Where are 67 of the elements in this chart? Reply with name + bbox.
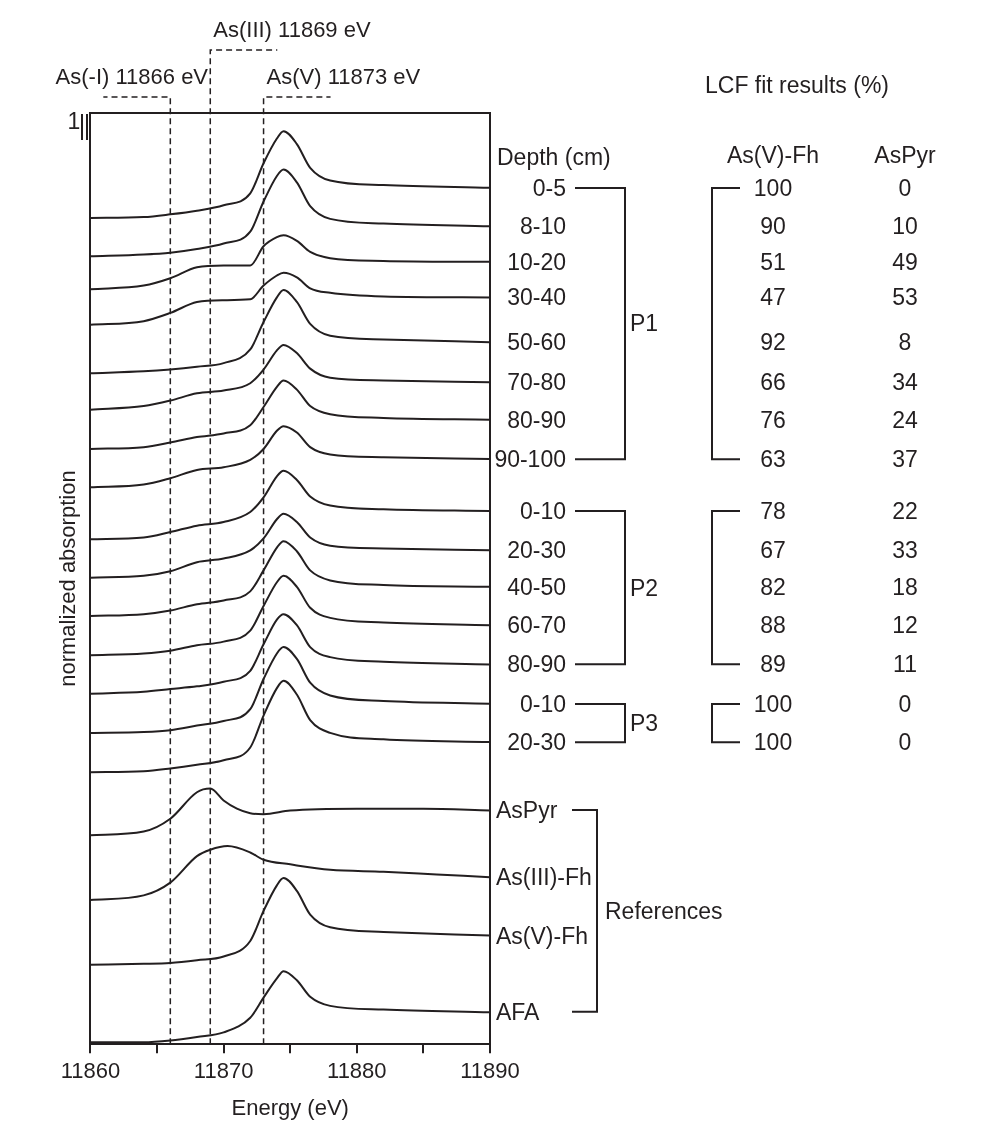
series-label: 8-10 (519, 212, 566, 239)
text: 22 (892, 497, 918, 524)
text: 53 (892, 283, 918, 310)
text: 92 (760, 328, 786, 355)
series-label: 60-70 (507, 611, 566, 638)
text: 11 (893, 650, 917, 677)
text: 82 (760, 573, 786, 600)
text: 88 (760, 611, 786, 638)
text: 34 (892, 368, 918, 395)
text: 0 (898, 690, 912, 717)
text: LCF fit results (%) (705, 71, 890, 98)
text: 12 (892, 611, 918, 638)
text: 76 (760, 406, 786, 433)
text: 89 (760, 650, 786, 677)
series-label: 0-5 (532, 174, 566, 201)
series-label: 30-40 (507, 283, 566, 310)
text: 0 (898, 174, 912, 201)
text: Depth (cm) (497, 143, 611, 170)
series-label: 0-10 (519, 690, 566, 717)
text: P3 (630, 709, 659, 736)
series-label: As(V)-Fh (496, 922, 588, 949)
text: AsPyr (874, 141, 936, 168)
series-label: As(III)-Fh (496, 863, 592, 890)
text: References (605, 897, 723, 924)
text: P2 (630, 574, 659, 601)
x-tick-label: 11880 (327, 1058, 387, 1084)
text: As(V)-Fh (727, 141, 819, 168)
text: 78 (760, 497, 786, 524)
ref-line-label: As(-I) 11866 eV (55, 64, 209, 90)
y-axis-title: normalized absorption (55, 470, 81, 687)
series-label: 40-50 (507, 573, 566, 600)
text: 33 (892, 536, 918, 563)
text: 1 (67, 107, 81, 134)
text: 63 (760, 445, 786, 472)
text: 8 (898, 328, 912, 355)
text: 100 (753, 728, 793, 755)
series-label: 20-30 (507, 536, 566, 563)
text: 47 (760, 283, 786, 310)
text: 51 (760, 248, 786, 275)
series-label: 70-80 (507, 368, 566, 395)
text: 0 (898, 728, 912, 755)
text: 100 (753, 690, 793, 717)
series-label: 20-30 (507, 728, 566, 755)
series-label: AFA (496, 998, 540, 1025)
text: 49 (892, 248, 918, 275)
text: 90 (760, 212, 786, 239)
text: 66 (760, 368, 786, 395)
series-label: 90-100 (494, 445, 566, 472)
text: 24 (892, 406, 918, 433)
x-tick-label: 11870 (193, 1058, 254, 1084)
series-label: 50-60 (507, 328, 566, 355)
x-axis-title: Energy (eV) (231, 1094, 349, 1120)
text: 10 (892, 212, 918, 239)
ref-line-label: As(III) 11869 eV (213, 17, 371, 43)
text: 67 (760, 536, 786, 563)
series-label: 80-90 (507, 406, 566, 433)
x-tick-label: 11860 (60, 1058, 121, 1084)
text: 18 (892, 573, 918, 600)
series-label: 0-10 (519, 497, 566, 524)
series-label: AsPyr (496, 796, 558, 823)
series-label: 80-90 (507, 650, 566, 677)
ref-line-label: As(V) 11873 eV (266, 64, 421, 90)
series-label: 10-20 (507, 248, 566, 275)
text: P1 (630, 309, 659, 336)
text: 100 (753, 174, 793, 201)
x-tick-label: 11890 (460, 1058, 520, 1084)
text: 37 (892, 445, 918, 472)
